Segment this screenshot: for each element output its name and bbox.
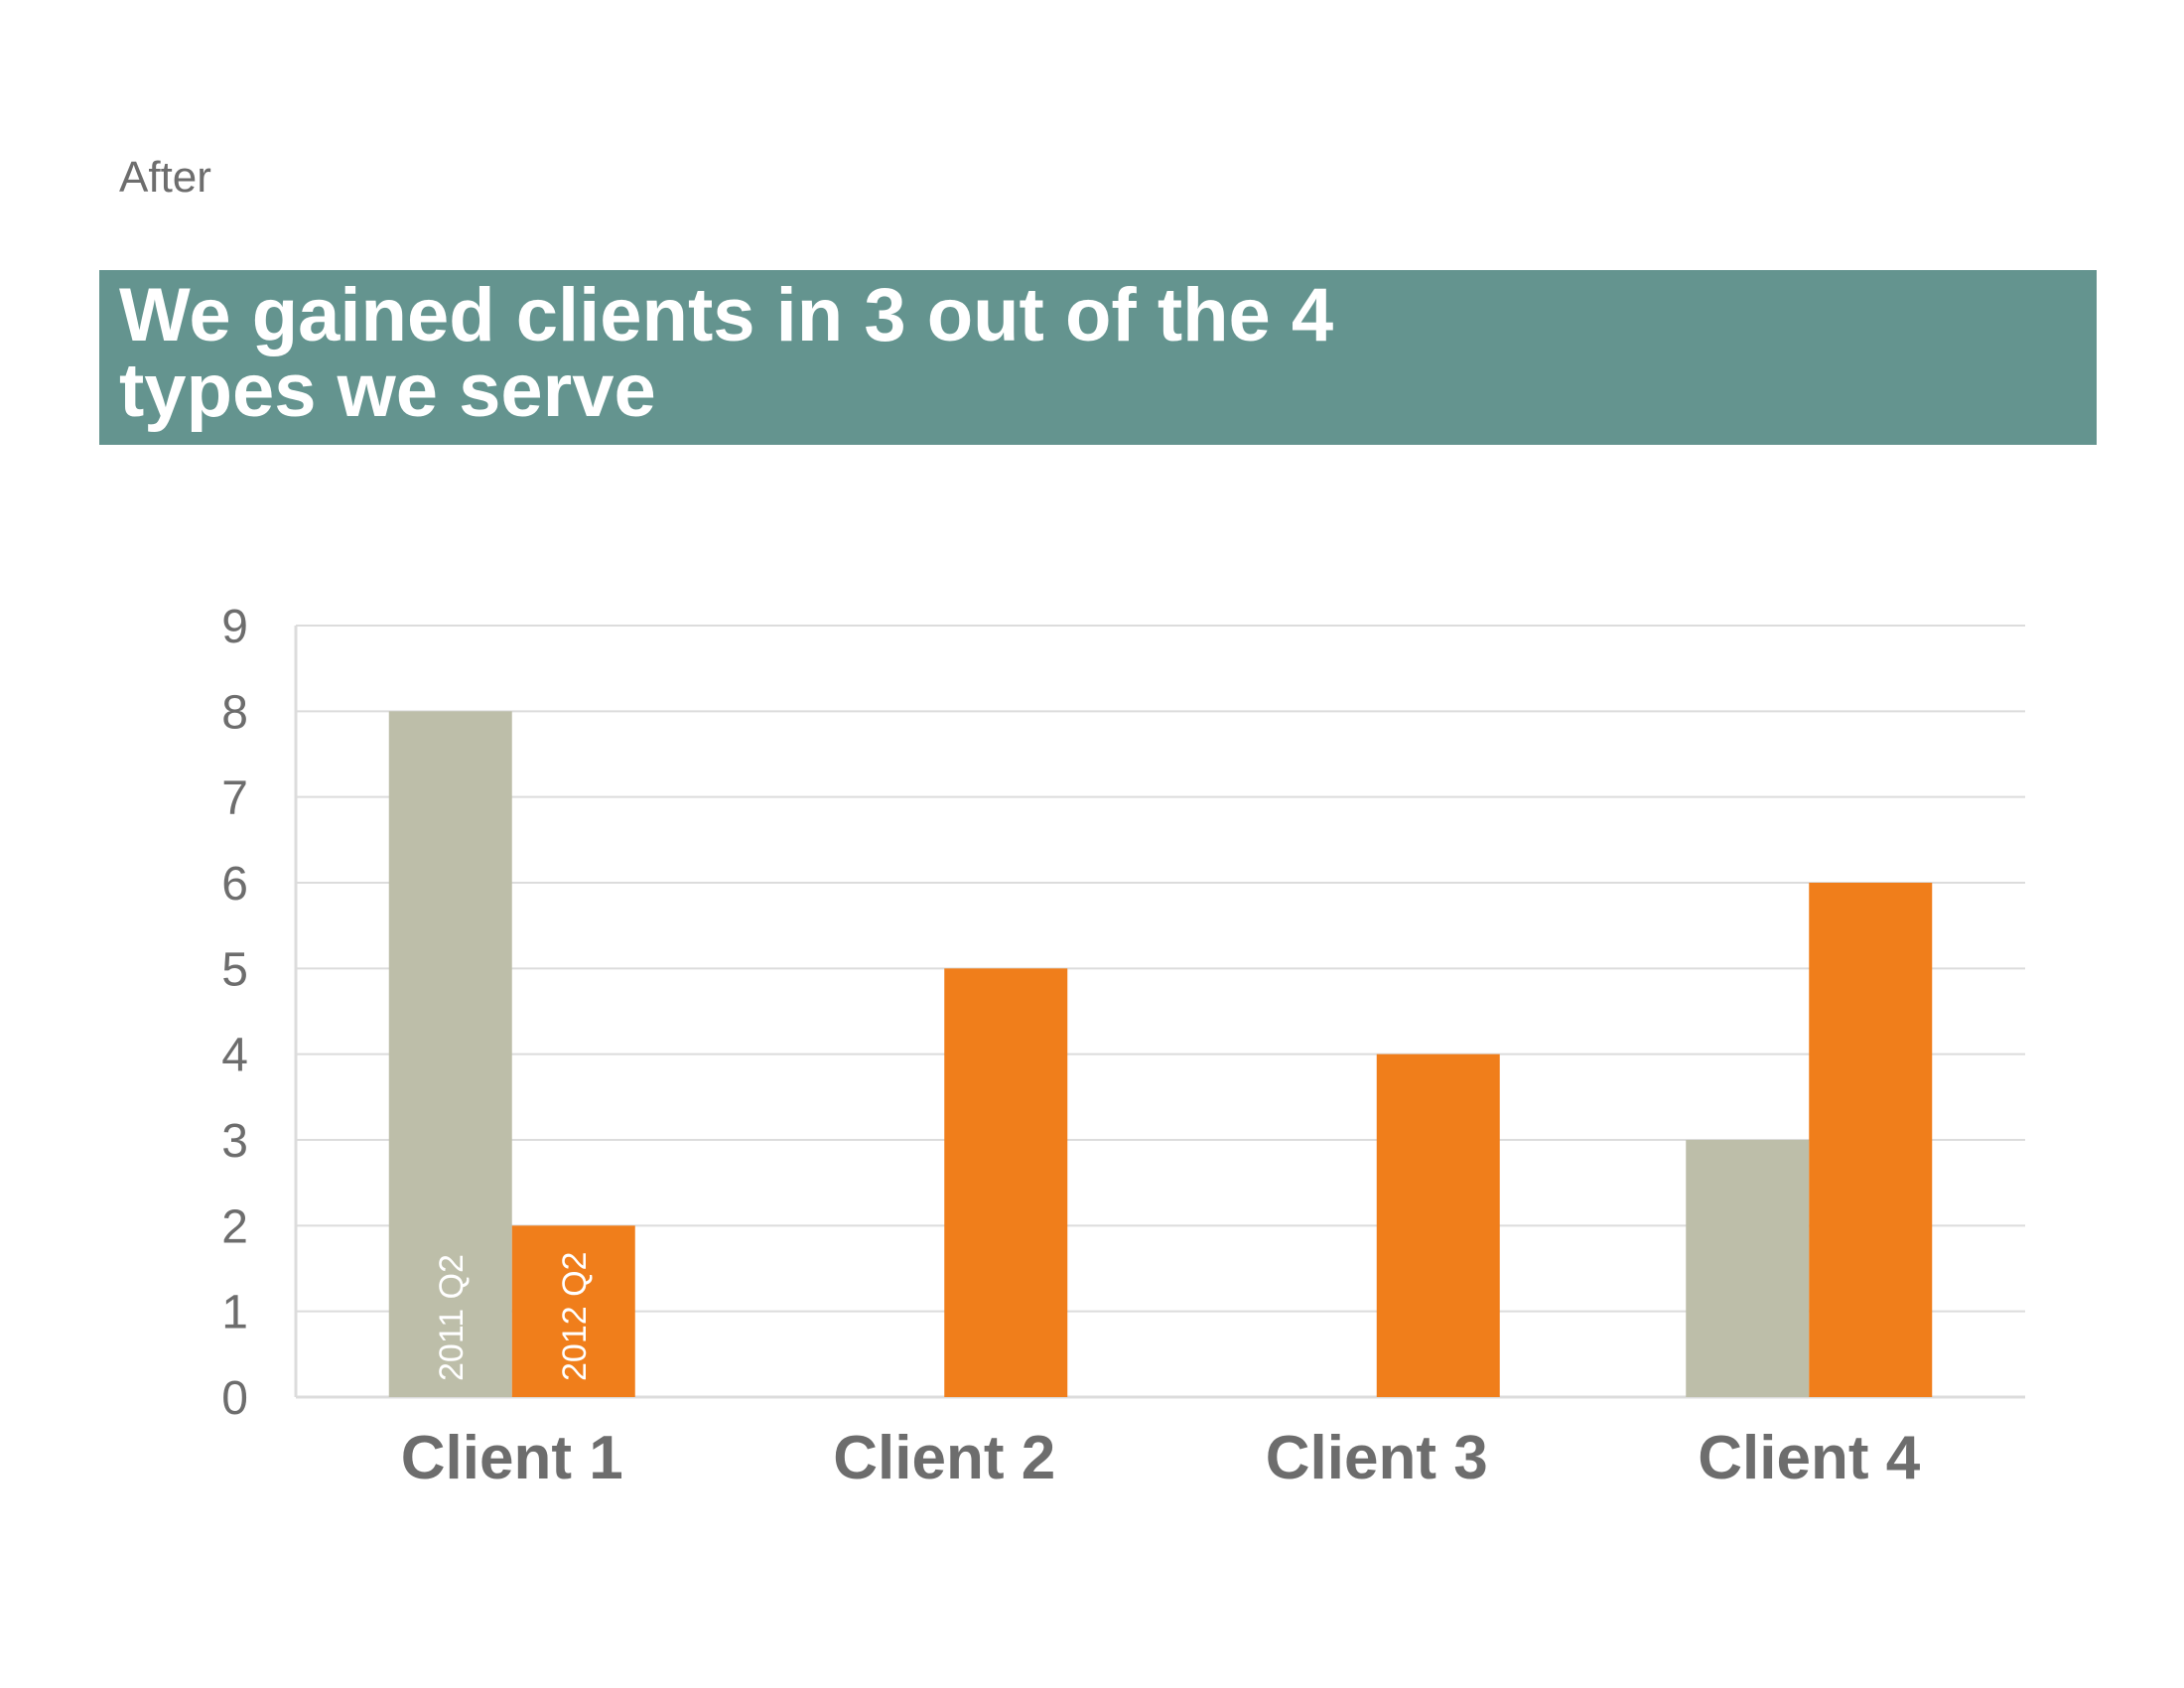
bar-client-1-2012-q2 xyxy=(511,1225,635,1397)
x-tick-label: Client 1 xyxy=(401,1424,623,1492)
page-title: We gained clients in 3 out of the 4 type… xyxy=(119,273,1334,433)
y-tick-label: 0 xyxy=(221,1372,248,1425)
y-tick-label: 1 xyxy=(221,1287,248,1339)
x-tick-label: Client 2 xyxy=(833,1424,1055,1492)
y-tick-label: 2 xyxy=(221,1200,248,1253)
bar-client-3-2012-q2 xyxy=(1376,1054,1500,1397)
y-tick-label: 4 xyxy=(221,1030,248,1082)
bar-client-4-2012-q2 xyxy=(1809,883,1933,1397)
labels: 0 1 2 3 4 5 6 7 8 9 2011 Q2 2012 Q2 Client 1 Client 2… xyxy=(221,601,1920,1492)
x-tick-label: Client 4 xyxy=(1698,1424,1920,1492)
bars xyxy=(388,711,1933,1397)
y-tick-label: 7 xyxy=(221,773,248,825)
slide-label: After xyxy=(119,153,211,202)
bar-client-4-2011-q2 xyxy=(1686,1140,1810,1397)
series-label: 2011 Q2 xyxy=(433,1254,471,1381)
x-tick-label: Client 3 xyxy=(1266,1424,1488,1492)
bar-client-2-2012-q2 xyxy=(944,968,1068,1397)
y-tick-label: 9 xyxy=(221,601,248,653)
bar-client-1-2011-q2 xyxy=(388,711,512,1397)
y-tick-label: 3 xyxy=(221,1115,248,1168)
y-tick-label: 5 xyxy=(221,943,248,996)
y-tick-label: 6 xyxy=(221,858,248,911)
y-tick-label: 8 xyxy=(221,686,248,739)
title-banner: We gained clients in 3 out of the 4 type… xyxy=(99,270,2097,445)
series-label: 2012 Q2 xyxy=(556,1252,594,1381)
